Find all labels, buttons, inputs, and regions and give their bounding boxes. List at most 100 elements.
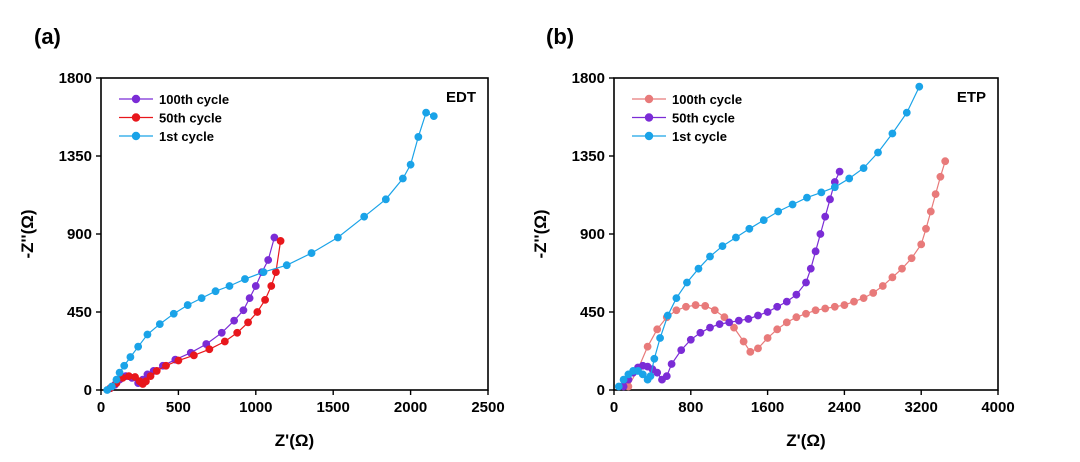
data-point	[107, 382, 116, 391]
data-point	[267, 282, 276, 290]
data-point	[701, 302, 710, 310]
data-point	[774, 207, 783, 216]
data-point	[898, 264, 906, 273]
data-point	[220, 337, 229, 346]
data-point	[746, 347, 755, 356]
series-100th-cycle	[624, 157, 950, 391]
x-tick-label: 1000	[239, 399, 272, 416]
data-point	[422, 108, 430, 117]
series-50th-cycle	[619, 167, 844, 391]
data-point	[926, 207, 935, 216]
data-point	[638, 370, 647, 379]
y-tick-label: 0	[597, 382, 605, 399]
data-point	[197, 294, 206, 303]
data-point	[792, 290, 801, 299]
data-point	[360, 212, 369, 221]
data-point	[650, 354, 659, 363]
data-point	[730, 323, 738, 332]
data-point	[205, 345, 214, 354]
data-point	[225, 282, 234, 290]
data-point	[754, 311, 762, 320]
data-point	[270, 233, 279, 242]
y-axis-title: -Z''(Ω)	[18, 209, 37, 258]
data-point	[646, 372, 655, 381]
panel-b-label: (b)	[546, 24, 574, 49]
data-point	[264, 256, 273, 264]
data-point	[725, 318, 734, 327]
data-point	[245, 294, 254, 303]
data-point	[830, 183, 839, 192]
x-tick-label: 2400	[828, 399, 861, 416]
legend-label: 1st cycle	[672, 129, 727, 144]
data-point	[656, 334, 664, 342]
x-tick-label: 2000	[394, 399, 427, 416]
data-point	[141, 377, 150, 386]
data-point	[811, 306, 820, 315]
data-point	[811, 247, 820, 256]
data-point	[276, 237, 285, 245]
data-point	[817, 188, 826, 197]
data-point	[333, 233, 342, 242]
y-tick-label: 450	[67, 304, 92, 321]
data-point	[414, 133, 423, 141]
data-point	[859, 294, 868, 303]
data-point	[782, 297, 791, 306]
data-point	[653, 325, 662, 334]
x-tick-label: 1600	[751, 399, 784, 416]
y-axis-title: -Z''(Ω)	[531, 209, 550, 258]
series-1st-cycle	[614, 82, 924, 391]
panel-b-plot: 0 800 1600 2400 3200 4000 0 450 900 1350 1800 Z'(Ω)…	[531, 70, 1015, 450]
data-point	[155, 320, 164, 329]
data-point	[840, 301, 849, 309]
series-1st-cycle	[103, 108, 438, 394]
data-point	[682, 302, 690, 311]
data-point	[734, 316, 743, 325]
legend-marker	[131, 131, 141, 141]
data-point	[614, 382, 623, 391]
y-tick-label: 1350	[59, 148, 92, 165]
data-point	[429, 112, 438, 121]
data-point	[143, 330, 152, 339]
data-point	[115, 368, 124, 377]
legend-marker	[131, 113, 141, 122]
x-tick-label: 500	[166, 399, 191, 416]
data-point	[307, 249, 316, 257]
data-point	[241, 275, 249, 283]
data-point	[802, 309, 810, 318]
data-point	[183, 301, 192, 309]
data-point	[773, 325, 782, 334]
x-tick-label: 3200	[905, 399, 938, 416]
data-point	[112, 375, 121, 384]
data-point	[732, 233, 740, 242]
data-point	[710, 306, 719, 315]
data-point	[662, 372, 671, 381]
y-tick-label: 450	[580, 304, 605, 321]
x-tick-label: 4000	[981, 399, 1014, 416]
data-point	[146, 372, 155, 381]
data-point	[667, 360, 676, 368]
x-tick-label: 800	[678, 399, 703, 416]
data-point	[718, 242, 727, 251]
data-point	[763, 334, 772, 342]
data-point	[878, 282, 887, 290]
x-axis-title: Z'(Ω)	[275, 431, 314, 450]
data-point	[683, 278, 691, 287]
data-point	[782, 318, 791, 327]
y-tick-label: 0	[84, 382, 92, 399]
data-point	[739, 337, 748, 346]
data-point	[253, 308, 262, 316]
data-point	[282, 261, 291, 270]
data-point	[244, 318, 252, 327]
sample-tag: ETP	[957, 89, 986, 106]
data-point	[792, 313, 801, 322]
data-point	[816, 230, 825, 238]
data-point	[888, 129, 897, 138]
data-point	[406, 160, 415, 169]
data-point	[643, 342, 652, 351]
panel-a-plot: 0 500 1000 1500 2000 2500 0 450 900 1350 1800 Z'(Ω)…	[18, 70, 505, 450]
legend-label: 100th cycle	[672, 92, 742, 107]
data-point	[931, 190, 940, 199]
legend-marker	[644, 94, 654, 104]
data-point	[826, 195, 834, 204]
